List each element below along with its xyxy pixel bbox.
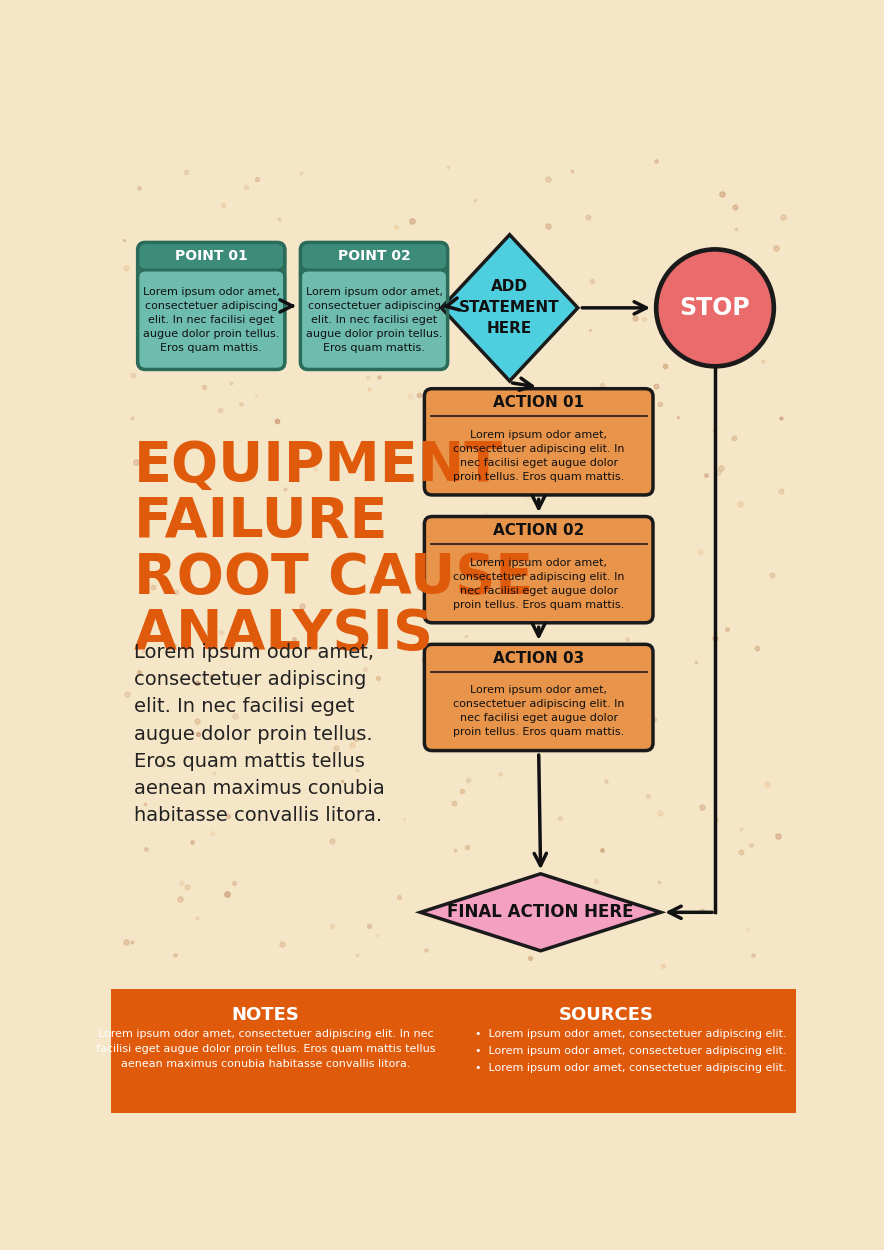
Text: Lorem ipsum odor amet,
consectetuer adipiscing elit. In
nec facilisi eget augue : Lorem ipsum odor amet, consectetuer adip… [453, 685, 624, 737]
Text: •  Lorem ipsum odor amet, consectetuer adipiscing elit.: • Lorem ipsum odor amet, consectetuer ad… [475, 1064, 787, 1074]
Text: Lorem ipsum odor amet,
consectetuer adipiscing
elit. In nec facilisi eget
augue : Lorem ipsum odor amet, consectetuer adip… [142, 286, 279, 352]
Text: Lorem ipsum odor amet, consectetuer adipiscing elit. In nec
facilisi eget augue : Lorem ipsum odor amet, consectetuer adip… [95, 1029, 435, 1069]
Text: SOURCES: SOURCES [559, 1006, 654, 1024]
FancyBboxPatch shape [138, 270, 285, 370]
Polygon shape [421, 874, 660, 951]
Text: Lorem ipsum odor amet,
consectetuer adipiscing elit. In
nec facilisi eget augue : Lorem ipsum odor amet, consectetuer adip… [453, 558, 624, 610]
Text: ACTION 03: ACTION 03 [493, 651, 584, 666]
Circle shape [659, 253, 771, 364]
Text: Lorem ipsum odor amet,
consectetuer adipiscing elit. In
nec facilisi eget augue : Lorem ipsum odor amet, consectetuer adip… [453, 430, 624, 481]
Text: Lorem ipsum odor amet,
consectetuer adipiscing
elit. In nec facilisi eget
augue : Lorem ipsum odor amet, consectetuer adip… [306, 286, 443, 352]
FancyBboxPatch shape [301, 242, 447, 270]
FancyBboxPatch shape [301, 270, 447, 370]
FancyBboxPatch shape [138, 242, 285, 270]
Text: NOTES: NOTES [232, 1006, 300, 1024]
Text: Lorem ipsum odor amet,
consectetuer adipiscing
elit. In nec facilisi eget
augue : Lorem ipsum odor amet, consectetuer adip… [133, 642, 385, 825]
Text: STOP: STOP [680, 296, 751, 320]
Circle shape [654, 248, 775, 368]
FancyBboxPatch shape [424, 644, 653, 750]
FancyBboxPatch shape [424, 516, 653, 622]
Text: POINT 02: POINT 02 [338, 249, 410, 264]
Polygon shape [441, 235, 578, 381]
Text: EQUIPMENT
FAILURE
ROOT CAUSE
ANALYSIS: EQUIPMENT FAILURE ROOT CAUSE ANALYSIS [133, 439, 533, 661]
Text: ACTION 02: ACTION 02 [493, 522, 584, 538]
Text: •  Lorem ipsum odor amet, consectetuer adipiscing elit.: • Lorem ipsum odor amet, consectetuer ad… [475, 1046, 787, 1056]
Text: ADD
STATEMENT
HERE: ADD STATEMENT HERE [460, 279, 560, 336]
Bar [110, 989, 796, 1112]
Text: ACTION 01: ACTION 01 [493, 395, 584, 410]
Text: •  Lorem ipsum odor amet, consectetuer adipiscing elit.: • Lorem ipsum odor amet, consectetuer ad… [475, 1029, 787, 1039]
Text: FINAL ACTION HERE: FINAL ACTION HERE [447, 904, 634, 921]
Text: POINT 01: POINT 01 [175, 249, 248, 264]
FancyBboxPatch shape [424, 389, 653, 495]
